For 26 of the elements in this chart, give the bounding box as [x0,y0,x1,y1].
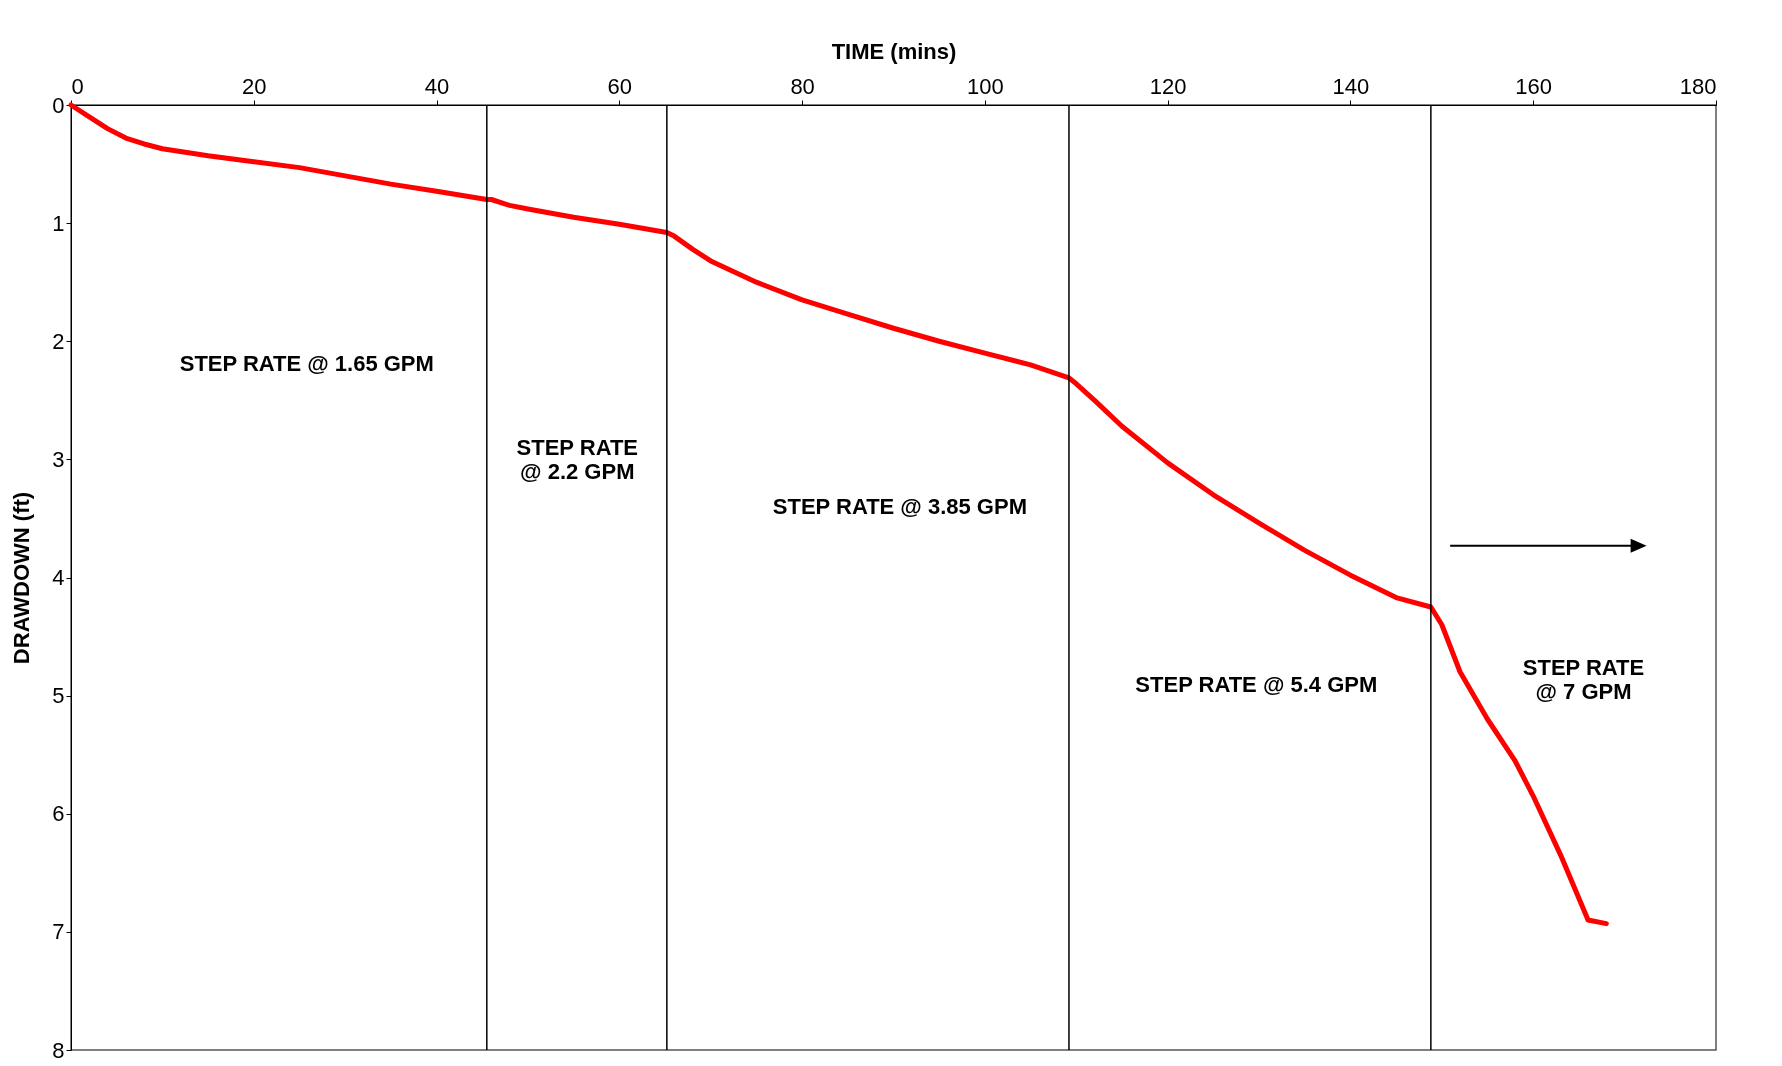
x-tick-label: 100 [967,73,1004,99]
annotation: STEP RATE @ 7 GPM [1522,655,1645,705]
y-tick-label: 3 [52,446,65,472]
y-tick-label: 5 [52,683,65,709]
y-axis-title: DRAWDOWN (ft) [9,491,35,665]
y-tick-label: 8 [52,1037,65,1063]
x-tick-label: 120 [1149,73,1187,99]
x-tick-label: 140 [1332,73,1370,99]
x-tick-label: 160 [1515,73,1553,99]
annotation: STEP RATE @ 2.2 GPM [516,434,639,484]
x-tick-label: 80 [790,73,815,99]
x-tick-label: 0 [71,73,84,99]
x-tick-label: 180 [1679,73,1717,99]
y-tick-label: 7 [52,919,65,945]
annotation: STEP RATE @ 5.4 GPM [1135,671,1378,697]
x-tick-label: 60 [607,73,633,99]
y-tick-label: 6 [52,801,65,827]
annotation: STEP RATE @ 3.85 GPM [772,493,1027,519]
y-tick-label: 1 [52,210,65,236]
x-tick-label: 20 [242,73,267,99]
x-axis-title: TIME (mins) [831,38,957,64]
y-tick-label: 2 [52,328,65,354]
y-tick-label: 0 [52,92,65,118]
annotation: STEP RATE @ 1.65 GPM [179,350,434,376]
x-tick-label: 40 [424,73,450,99]
y-tick-label: 4 [52,565,65,590]
